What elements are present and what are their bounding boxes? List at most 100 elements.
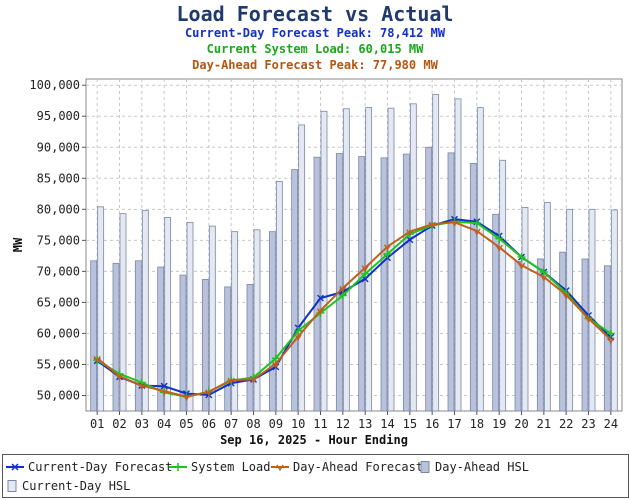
x-tick-label: 17 — [447, 417, 461, 431]
current-day-hsl-bar — [186, 221, 194, 412]
x-tick-label: 19 — [492, 417, 506, 431]
system-load-point — [472, 218, 481, 227]
x-tick-label: 01 — [90, 417, 104, 431]
load-chart: 50,000 55,000 60,000 65,000 70,000 75,000 80,0… — [11, 78, 623, 447]
day-ahead-hsl-bar — [291, 169, 299, 412]
legend-bar-swatch-icon — [7, 480, 17, 492]
day-ahead-hsl-bar — [134, 260, 142, 412]
legend-item-current-day-forecast[interactable]: Current-Day Forecast — [6, 459, 173, 475]
day-ahead-hsl-bar — [112, 262, 120, 412]
day-ahead-forecast-point — [361, 265, 369, 273]
day-ahead-forecast-point — [495, 244, 503, 252]
legend-item-day-ahead-hsl[interactable]: Day-Ahead HSL — [419, 459, 529, 475]
current-day-hsl-bar — [342, 108, 350, 412]
current-day-hsl-bar — [141, 210, 149, 412]
day-ahead-hsl-bar — [179, 274, 187, 412]
day-ahead-forecast-point — [383, 244, 392, 251]
current-day-forecast-point — [160, 382, 168, 390]
current-day-hsl-bar — [253, 229, 261, 412]
y-tick-label: 50,000 — [37, 388, 80, 402]
current-day-hsl-bar — [164, 216, 172, 412]
legend-label: Current-Day Forecast — [28, 460, 173, 474]
legend-label: Current-Day HSL — [22, 479, 131, 493]
day-ahead-forecast-point — [428, 221, 436, 229]
current-day-hsl-bar — [432, 94, 440, 412]
day-ahead-hsl-bar — [313, 156, 321, 412]
x-tick-label: 14 — [380, 417, 394, 431]
day-ahead-forecast-point — [115, 373, 124, 381]
legend-item-system-load[interactable]: System Load — [169, 459, 270, 475]
day-ahead-forecast-point — [227, 377, 235, 385]
current-day-hsl-bar — [610, 209, 618, 412]
current-day-hsl-bar — [208, 225, 216, 412]
day-ahead-forecast-line — [96, 221, 612, 398]
legend-label: Day-Ahead Forecast — [293, 460, 424, 474]
current-day-hsl-bar — [454, 98, 462, 412]
x-tick-label: 07 — [224, 417, 238, 431]
day-ahead-hsl-bar — [514, 261, 522, 412]
system-load-point — [606, 329, 615, 338]
x-tick-label: 10 — [291, 417, 305, 431]
day-ahead-hsl-bar — [224, 286, 232, 412]
x-tick-label: 22 — [559, 417, 573, 431]
system-load-point — [294, 326, 303, 335]
current-day-forecast-peak: Current-Day Forecast Peak: 78,412 MW — [184, 26, 446, 40]
day-ahead-hsl-bar — [425, 146, 433, 412]
current-day-hsl-bar — [387, 107, 395, 412]
day-ahead-hsl-bar — [201, 279, 209, 412]
y-tick-label: 100,000 — [29, 78, 80, 92]
current-day-hsl-bar — [588, 208, 596, 412]
chart-legend: Current-Day Forecast System Load Day-Ahe… — [2, 454, 629, 498]
day-ahead-forecast-point — [138, 383, 146, 390]
current-day-hsl-bar — [476, 107, 484, 412]
x-tick-label: 03 — [135, 417, 149, 431]
x-tick-label: 23 — [581, 417, 595, 431]
y-tick-label: 90,000 — [37, 140, 80, 154]
y-tick-label: 65,000 — [37, 295, 80, 309]
day-ahead-forecast-point — [562, 292, 570, 300]
day-ahead-hsl-bar — [447, 152, 455, 412]
current-day-hsl-bar — [409, 103, 417, 412]
y-tick-label: 60,000 — [37, 326, 80, 340]
x-tick-label: 11 — [313, 417, 327, 431]
legend-item-current-day-hsl[interactable]: Current-Day HSL — [6, 478, 130, 494]
day-ahead-hsl-bar — [268, 231, 276, 412]
day-ahead-forecast-point — [517, 262, 526, 270]
y-tick-label: 75,000 — [37, 233, 80, 247]
current-day-hsl-bar — [521, 207, 529, 412]
x-tick-label: 20 — [514, 417, 528, 431]
day-ahead-hsl-bar — [581, 258, 589, 412]
current-day-forecast-point — [406, 236, 414, 244]
day-ahead-forecast-point — [339, 285, 347, 293]
day-ahead-hsl-bar — [90, 260, 98, 412]
day-ahead-hsl-bar — [536, 258, 544, 412]
legend-item-day-ahead-forecast[interactable]: Day-Ahead Forecast — [271, 459, 423, 475]
x-axis-label: Sep 16, 2025 - Hour Ending — [220, 433, 408, 447]
x-tick-label: 21 — [537, 417, 551, 431]
day-ahead-hsl-bar — [157, 266, 165, 412]
system-load-point — [495, 234, 504, 243]
day-ahead-forecast-point — [450, 219, 459, 227]
day-ahead-forecast-point — [540, 274, 548, 282]
day-ahead-forecast-point — [473, 228, 481, 236]
x-tick-label: 06 — [202, 417, 216, 431]
day-ahead-forecast-point — [182, 394, 191, 402]
current-day-hsl-bar — [298, 124, 306, 412]
day-ahead-hsl-bar — [559, 251, 567, 412]
x-tick-label: 08 — [246, 417, 260, 431]
legend-label: System Load — [191, 460, 271, 474]
day-ahead-forecast-point — [272, 361, 280, 369]
day-ahead-hsl-bar — [402, 153, 410, 412]
legend-line-marker-icon — [271, 464, 289, 472]
day-ahead-forecast-point — [249, 376, 258, 384]
x-tick-label: 15 — [403, 417, 417, 431]
day-ahead-forecast-point — [607, 337, 615, 344]
current-day-hsl-bar — [320, 110, 328, 412]
legend-bar-swatch-icon — [420, 461, 430, 473]
y-axis-label: MW — [11, 237, 25, 252]
day-ahead-forecast-point — [584, 316, 593, 323]
current-day-hsl-bar — [543, 202, 551, 412]
x-tick-label: 24 — [604, 417, 618, 431]
y-tick-label: 80,000 — [37, 202, 80, 216]
system-load-point — [517, 253, 526, 262]
